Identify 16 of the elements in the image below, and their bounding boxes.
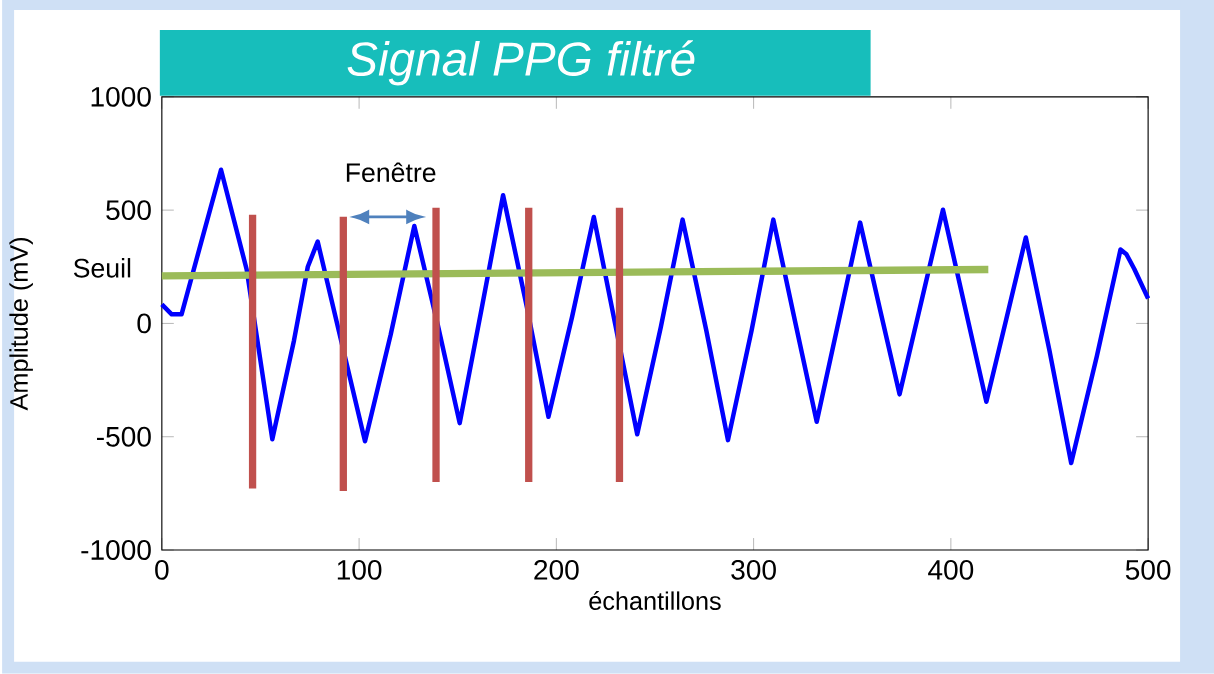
x-tick-label: 100: [337, 560, 382, 580]
series-label: Seuil: [73, 258, 131, 278]
y-tick-label: 500: [106, 200, 151, 221]
y-axis-title: Amplitude (mV): [9, 238, 33, 411]
chart-title: Signal PPG filtré: [347, 40, 695, 86]
x-tick-label: 0: [155, 560, 169, 580]
y-tick-label: -1000: [81, 540, 151, 561]
x-tick-label: 400: [928, 560, 974, 580]
x-tick-label: 500: [1125, 560, 1171, 580]
annotation: Fenêtre: [346, 162, 436, 183]
y-tick-label: 0: [137, 313, 151, 334]
y-tick-label: 1000: [91, 86, 151, 107]
x-axis-title: échantillons: [589, 591, 721, 611]
y-tick-label: -500: [96, 426, 151, 447]
x-tick-label: 300: [731, 560, 776, 580]
x-tick-label: 200: [534, 560, 579, 580]
